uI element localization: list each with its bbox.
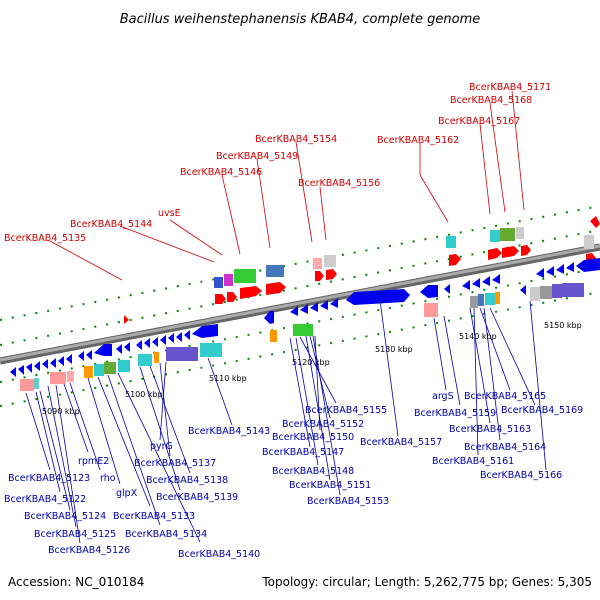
top-strand-genes xyxy=(124,216,600,324)
gene-label: BcerKBAB4_5152 xyxy=(282,419,364,430)
kbp-label: 5100 kbp xyxy=(125,390,163,399)
gene-label: BcerKBAB4_5154 xyxy=(255,134,337,145)
gene-label: BcerKBAB4_5169 xyxy=(501,405,583,416)
gene-label: rpmE2 xyxy=(78,456,109,467)
gene-label: BcerKBAB4_5126 xyxy=(48,545,130,556)
kbp-label: 5150 kbp xyxy=(544,321,582,330)
kbp-label: 5130 kbp xyxy=(375,345,413,354)
bottom-strand-labels: BcerKBAB4_5123 rpmE2 rho BcerKBAB4_5122 … xyxy=(4,391,583,560)
kbp-label: 5140 kbp xyxy=(459,332,497,341)
kbp-scale: 5090 kbp 5100 kbp 5110 kbp 5120 kbp 5130… xyxy=(42,321,582,416)
gene-label: BcerKBAB4_5150 xyxy=(272,432,354,443)
gene-label: BcerKBAB4_5147 xyxy=(262,447,344,458)
gene-label: BcerKBAB4_5138 xyxy=(146,475,228,486)
genome-backbone xyxy=(0,243,600,365)
bottom-leader-lines xyxy=(25,299,547,544)
gene-label: BcerKBAB4_5157 xyxy=(360,437,442,448)
gene-label: BcerKBAB4_5137 xyxy=(134,458,216,469)
accession-text: Accession: NC_010184 xyxy=(8,575,144,589)
gene-label: BcerKBAB4_5144 xyxy=(70,219,152,230)
gene-label: BcerKBAB4_5165 xyxy=(464,391,546,402)
gene-label: BcerKBAB4_5162 xyxy=(377,135,459,146)
gene-label: BcerKBAB4_5153 xyxy=(307,496,389,507)
gene-label: rho xyxy=(100,473,116,484)
gene-label: BcerKBAB4_5159 xyxy=(414,408,496,419)
gene-label: BcerKBAB4_5125 xyxy=(34,529,116,540)
gene-label: glpX xyxy=(116,488,138,499)
gene-label: BcerKBAB4_5155 xyxy=(305,405,387,416)
kbp-label: 5120 kbp xyxy=(292,358,330,367)
kbp-label: 5110 kbp xyxy=(209,374,247,383)
gene-label: BcerKBAB4_5143 xyxy=(188,426,270,437)
gene-label: BcerKBAB4_5133 xyxy=(113,511,195,522)
gene-label: BcerKBAB4_5149 xyxy=(216,151,298,162)
gene-label: uvsE xyxy=(158,208,181,219)
gene-label: BcerKBAB4_5123 xyxy=(8,473,90,484)
gene-label: BcerKBAB4_5166 xyxy=(480,470,562,481)
gene-label: BcerKBAB4_5148 xyxy=(272,466,354,477)
gene-label: BcerKBAB4_5164 xyxy=(464,442,546,453)
top-strand-labels: BcerKBAB4_5135 BcerKBAB4_5144 uvsE BcerK… xyxy=(4,82,551,244)
bottom-strand-genes xyxy=(10,258,600,391)
gene-label: pyrG xyxy=(150,441,173,452)
gene-label: BcerKBAB4_5171 xyxy=(469,82,551,93)
genome-title: Bacillus weihenstephanensis KBAB4, compl… xyxy=(120,12,481,27)
gene-label: BcerKBAB4_5151 xyxy=(289,480,371,491)
gene-label: BcerKBAB4_5168 xyxy=(450,95,532,106)
gene-label: BcerKBAB4_5161 xyxy=(432,456,514,467)
gene-label: BcerKBAB4_5134 xyxy=(125,529,207,540)
gene-label: BcerKBAB4_5156 xyxy=(298,178,380,189)
genome-summary: Topology: circular; Length: 5,262,775 bp… xyxy=(261,575,592,589)
gene-label: argS xyxy=(432,391,454,402)
gene-label: BcerKBAB4_5167 xyxy=(438,116,520,127)
gene-label: BcerKBAB4_5163 xyxy=(449,424,531,435)
gene-label: BcerKBAB4_5140 xyxy=(178,549,260,560)
gene-label: BcerKBAB4_5122 xyxy=(4,494,86,505)
gene-label: BcerKBAB4_5124 xyxy=(24,511,106,522)
gene-label: BcerKBAB4_5135 xyxy=(4,233,86,244)
top-leader-lines xyxy=(49,90,525,281)
gene-label: BcerKBAB4_5139 xyxy=(156,492,238,503)
kbp-label: 5090 kbp xyxy=(42,407,80,416)
gene-label: BcerKBAB4_5146 xyxy=(180,167,262,178)
